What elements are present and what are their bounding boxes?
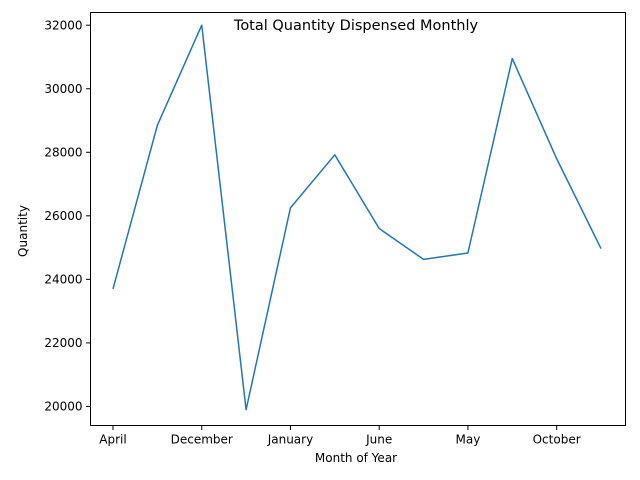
- x-tick-label: April: [99, 433, 126, 447]
- series-line-0: [112, 24, 602, 411]
- x-tick-label: January: [267, 433, 314, 447]
- y-axis: 20000 22000 24000 26000 28000 30000 32000: [44, 19, 91, 414]
- y-tick-label: 26000: [44, 209, 82, 223]
- x-axis: April December January June May October: [99, 425, 581, 447]
- x-axis-label: Month of Year: [315, 451, 397, 465]
- x-tick-label: June: [365, 433, 392, 447]
- plot-area: [112, 24, 602, 411]
- x-tick-label: December: [171, 433, 233, 447]
- x-tick-label: May: [456, 433, 481, 447]
- y-tick-label: 24000: [44, 273, 82, 287]
- plot-frame: [90, 12, 626, 426]
- y-tick-label: 28000: [44, 146, 82, 160]
- chart-title: Total Quantity Dispensed Monthly: [233, 18, 479, 34]
- x-tick-label: October: [533, 433, 581, 447]
- y-axis-label: Quantity: [16, 205, 30, 257]
- y-tick-label: 32000: [44, 19, 82, 33]
- y-tick-label: 22000: [44, 336, 82, 350]
- y-tick-label: 30000: [44, 82, 82, 96]
- y-tick-label: 20000: [44, 400, 82, 414]
